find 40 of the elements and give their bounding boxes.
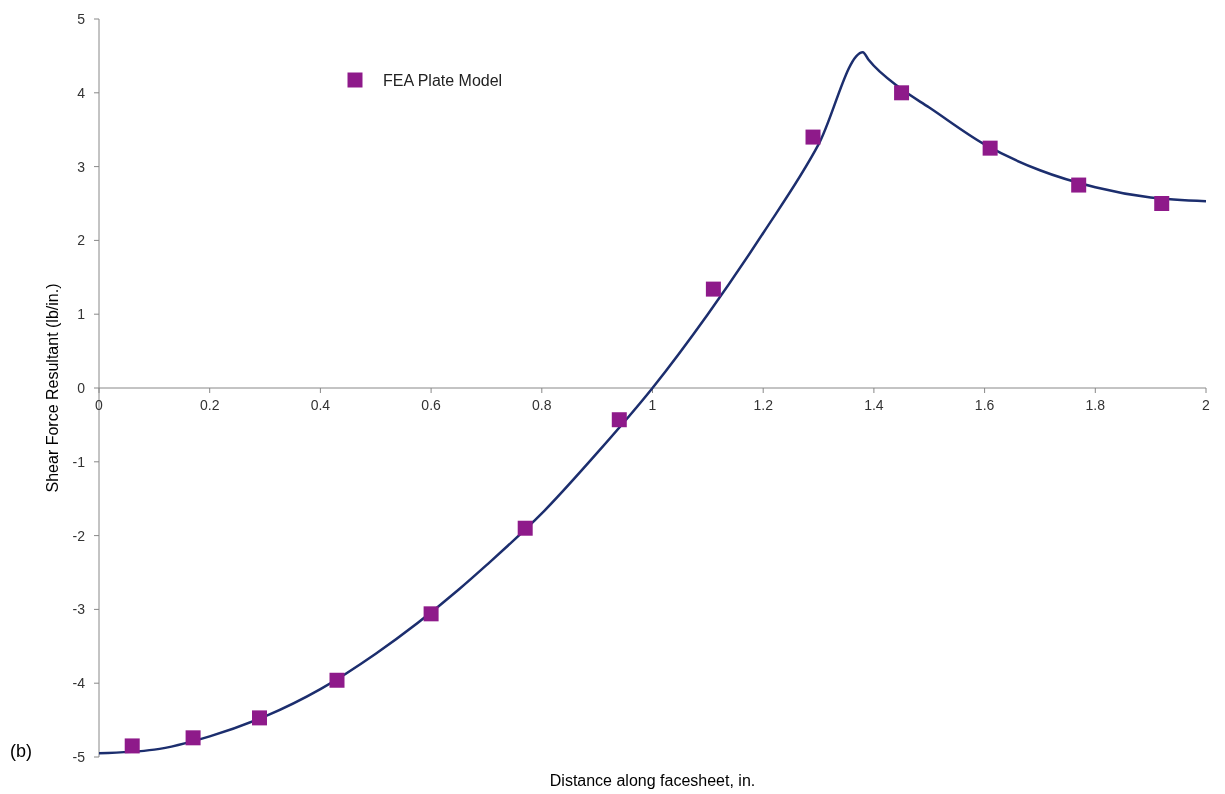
point: [124, 738, 140, 754]
x-tick-label: 1.2: [753, 397, 774, 413]
point: [252, 710, 268, 726]
legend-label: FEA Plate Model: [383, 71, 503, 89]
y-tick-label: -5: [72, 748, 86, 765]
point: [517, 520, 533, 536]
line-series: [97, 50, 1208, 755]
x-axis-title: Distance along facesheet, in.: [549, 772, 756, 789]
x-tick-label: 0.6: [421, 397, 442, 413]
y-tick-label: 1: [77, 306, 86, 323]
y-tick-label: 0: [77, 379, 86, 396]
point: [185, 730, 201, 746]
y-tick-label: -1: [72, 453, 86, 470]
y-tick-label: -4: [72, 675, 86, 692]
point: [705, 281, 721, 297]
point: [329, 672, 345, 688]
x-tick-label: 1.8: [1085, 397, 1106, 413]
y-tick-label: 5: [77, 10, 86, 27]
x-tick-label: 1.4: [864, 397, 884, 413]
point: [1071, 177, 1087, 193]
x-tick-label: 0: [95, 397, 104, 413]
x-tick-label: 0.2: [199, 397, 220, 413]
text: (b): [10, 741, 32, 761]
y-tick-label: 3: [77, 158, 86, 175]
x-tick-label: 2: [1202, 397, 1211, 413]
point: [894, 85, 910, 101]
point: [423, 606, 439, 622]
point: [805, 129, 821, 145]
x-tick-label: 0.4: [310, 397, 331, 413]
y-tick-label: -3: [72, 601, 86, 618]
x-tick-label: 1.6: [974, 397, 995, 413]
point: [611, 412, 627, 428]
x-tick-label: 0.8: [532, 397, 552, 413]
point: [982, 140, 998, 156]
y-tick-label: -2: [72, 527, 86, 544]
x-tick-label: 1: [648, 397, 657, 413]
y-axis-title: Shear Force Resultant (lb/in.): [44, 283, 61, 493]
y-tick-label: 4: [77, 84, 86, 101]
point: [1154, 196, 1170, 211]
y-tick-label: 2: [77, 232, 86, 249]
